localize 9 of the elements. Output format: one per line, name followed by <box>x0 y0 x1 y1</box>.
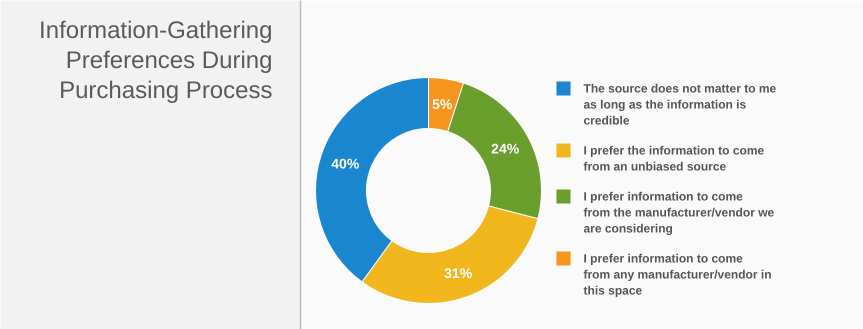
legend-label: The source does not matter to me as long as the information is credible <box>584 82 777 128</box>
data-label: 24% <box>491 140 520 156</box>
chart-title: Information-Gathering Preferences During Purchasing Process <box>39 17 273 104</box>
data-label: 31% <box>444 264 473 281</box>
legend-label: I prefer information to come from the manufacturer/vendor we are considering <box>584 190 775 236</box>
legend-label: I prefer the information to come from an unbiased source <box>584 144 765 174</box>
data-label: 5% <box>432 96 453 112</box>
legend-label: I prefer information to come from any manufacturer/vendor in this space <box>584 252 772 298</box>
data-label: 40% <box>331 155 360 172</box>
